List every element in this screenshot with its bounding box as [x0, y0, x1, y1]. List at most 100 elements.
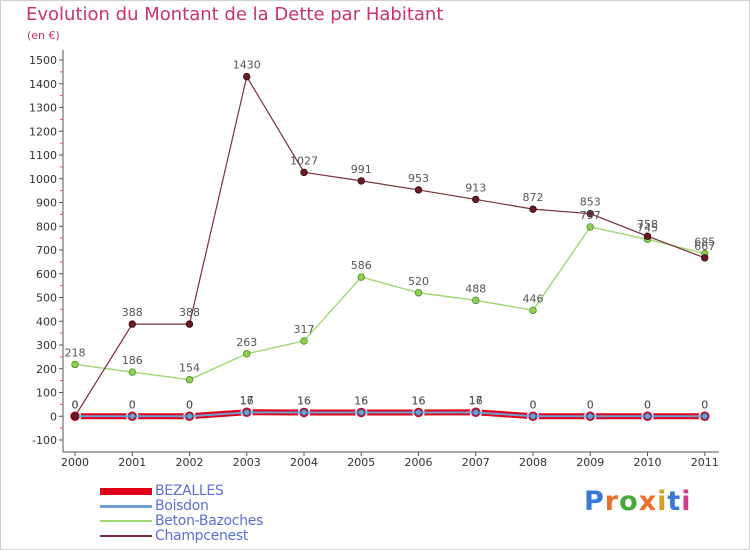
data-label-champcenest: 872	[523, 191, 544, 204]
logo-letter: P	[584, 486, 605, 517]
logo-letter: o	[619, 486, 639, 517]
series-line-boisdon	[75, 411, 705, 418]
data-point-boisdon	[701, 412, 709, 420]
legend-swatch-champcenest	[100, 535, 152, 537]
data-point-champcenest	[586, 209, 594, 218]
y-tick-label: 500	[36, 292, 57, 305]
data-point-boisdon	[529, 412, 537, 420]
data-point-beton-bazoches	[586, 223, 594, 231]
legend-swatch-boisdon	[100, 505, 152, 508]
data-label-champcenest: 953	[408, 172, 429, 185]
data-label-bezalles: 17	[469, 394, 483, 407]
data-label-champcenest: 388	[122, 306, 143, 319]
data-point-beton-bazoches	[243, 350, 251, 358]
data-label-beton-bazoches: 154	[179, 362, 200, 375]
data-label-boisdon: 0	[587, 398, 594, 411]
data-label-boisdon: 0	[186, 398, 193, 411]
data-label-beton-bazoches: 797	[580, 209, 601, 222]
data-label-boisdon: 0	[129, 398, 136, 411]
legend-label-bezalles: BEZALLES	[155, 483, 224, 499]
data-point-beton-bazoches	[472, 296, 480, 305]
y-tick-label: 600	[36, 268, 57, 281]
data-point-beton-bazoches	[128, 368, 136, 376]
data-label-bezalles: 16	[354, 394, 368, 407]
x-tick-label: 2002	[176, 456, 204, 469]
data-point-beton-bazoches	[300, 337, 308, 345]
logo-letter: r	[604, 486, 620, 517]
logo-letter: i	[657, 486, 668, 517]
data-point-champcenest	[71, 412, 79, 420]
y-tick-label: 300	[36, 339, 57, 352]
y-tick-label: 1000	[29, 173, 57, 186]
legend-label-boisdon: Boisdon	[155, 498, 209, 514]
data-point-beton-bazoches	[357, 273, 365, 281]
data-label-champcenest: 853	[580, 196, 601, 209]
data-label-boisdon: 16	[240, 394, 254, 407]
data-label-champcenest: 758	[637, 218, 658, 231]
y-tick-label: 0	[50, 410, 57, 423]
x-tick-label: 2001	[118, 456, 146, 469]
data-label-bezalles: 0	[129, 398, 136, 411]
legend-swatch-bezalles	[100, 488, 152, 495]
data-point-boisdon	[415, 409, 422, 416]
series-line-champcenest	[74, 76, 705, 417]
data-label-bezalles: 0	[587, 398, 594, 411]
data-label-bezalles: 0	[72, 398, 79, 411]
data-label-boisdon: 0	[72, 398, 79, 411]
data-point-boisdon	[128, 412, 136, 420]
data-point-champcenest	[243, 72, 251, 81]
data-label-boisdon: 16	[469, 394, 483, 407]
x-tick-label: 2005	[347, 456, 375, 469]
y-tick-label: 900	[36, 197, 57, 210]
y-tick-label: 1200	[29, 125, 57, 138]
y-tick-label: 1500	[29, 54, 57, 67]
data-label-beton-bazoches: 263	[236, 336, 257, 349]
unit-label: (en €)	[27, 29, 60, 42]
legend-label-champcenest: Champcenest	[155, 528, 249, 544]
data-point-champcenest	[357, 177, 365, 185]
data-label-boisdon: 16	[297, 394, 311, 407]
data-label-beton-bazoches: 317	[294, 323, 315, 336]
proxiti-logo: Proxiti	[584, 486, 692, 517]
data-label-boisdon: 16	[354, 394, 368, 407]
data-label-beton-bazoches: 446	[523, 292, 544, 305]
data-label-champcenest: 0	[72, 398, 79, 411]
data-point-champcenest	[643, 232, 652, 240]
data-label-bezalles: 0	[186, 398, 193, 411]
data-label-champcenest: 991	[351, 163, 372, 176]
logo-letter: i	[681, 486, 692, 517]
y-tick-label: 400	[36, 315, 57, 328]
data-point-champcenest	[300, 168, 308, 177]
data-point-boisdon	[300, 409, 308, 416]
data-point-champcenest	[414, 186, 423, 194]
y-tick-label: 1100	[29, 149, 57, 162]
data-point-beton-bazoches	[529, 306, 537, 315]
data-label-bezalles: 16	[412, 394, 426, 407]
data-point-beton-bazoches	[71, 360, 79, 369]
x-tick-label: 2010	[634, 456, 662, 469]
y-tick-label: 100	[36, 387, 57, 400]
data-label-bezalles: 0	[644, 398, 651, 411]
data-label-beton-bazoches: 488	[465, 282, 486, 295]
y-tick-label: 700	[36, 244, 57, 257]
logo-letter: x	[638, 486, 658, 517]
data-point-beton-bazoches	[185, 375, 194, 384]
data-point-boisdon	[357, 409, 365, 416]
x-tick-label: 2003	[233, 456, 261, 469]
data-label-beton-bazoches: 745	[637, 221, 658, 234]
logo-letter: t	[667, 486, 682, 517]
data-label-boisdon: 16	[412, 394, 426, 407]
data-point-boisdon	[243, 409, 251, 416]
y-tick-label: 800	[36, 220, 57, 233]
data-label-bezalles: 0	[530, 398, 537, 411]
data-label-beton-bazoches: 520	[408, 275, 429, 288]
x-tick-label: 2009	[576, 456, 604, 469]
chart-title: Evolution du Montant de la Dette par Hab…	[26, 4, 444, 25]
data-point-beton-bazoches	[414, 289, 423, 297]
x-tick-label: 2004	[290, 456, 318, 469]
data-label-beton-bazoches: 586	[351, 259, 372, 272]
data-label-bezalles: 17	[240, 394, 254, 407]
y-tick-label: -100	[32, 434, 57, 447]
